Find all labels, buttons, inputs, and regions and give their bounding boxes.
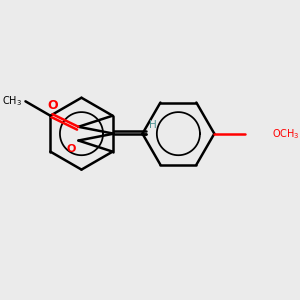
Text: H: H [149,120,156,130]
Text: CH$_3$: CH$_3$ [2,94,22,108]
Text: O: O [47,99,58,112]
Text: OCH$_3$: OCH$_3$ [272,127,299,141]
Text: O: O [66,144,76,154]
